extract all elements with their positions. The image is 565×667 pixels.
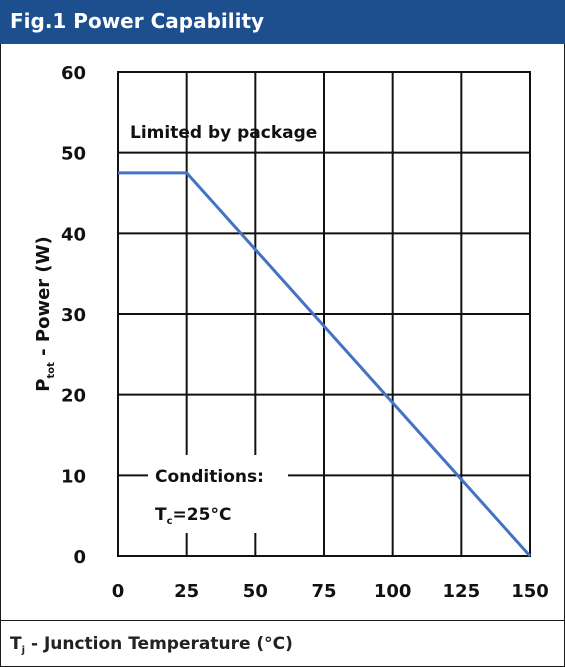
annotation-conditions: Conditions: [155, 467, 264, 487]
x-axis-label-main: T [10, 634, 22, 654]
x-tick-label: 150 [511, 581, 549, 602]
x-tick-label: 0 [112, 581, 125, 602]
y-axis-label: Ptot - Power (W) [33, 236, 57, 392]
x-tick-label: 50 [243, 581, 268, 602]
figure-title: Fig.1 Power Capability [10, 9, 265, 33]
plot-area [117, 71, 531, 557]
x-tick-label: 100 [374, 581, 412, 602]
x-tick-label: 25 [174, 581, 199, 602]
x-tick-label: 125 [443, 581, 481, 602]
y-tick-label: 10 [61, 466, 86, 487]
y-tick-label: 50 [61, 144, 86, 165]
x-axis-label-rest: - Junction Temperature (°C) [25, 634, 293, 654]
series [118, 171, 532, 558]
tick-labels: 0 25 50 75 100 125 150 0 10 20 30 40 50 60 [61, 63, 549, 602]
x-axis-label: Tj - Junction Temperature (°C) [10, 634, 293, 656]
annotation-background [148, 455, 288, 533]
y-tick-label: 20 [61, 386, 86, 407]
y-tick-label: 30 [61, 305, 86, 326]
power-derating-line [118, 171, 532, 558]
y-tick-label: 60 [61, 63, 86, 84]
x-axis-label-sub: j [21, 645, 26, 656]
y-tick-label: 0 [73, 547, 86, 568]
footer-divider [0, 620, 565, 621]
annotation-limited-by-package: Limited by package [130, 123, 317, 143]
x-tick-label: 75 [311, 581, 336, 602]
annotation-tc: Tc=25°C [155, 505, 231, 527]
power-capability-chart: 0 25 50 75 100 125 150 0 10 20 30 40 50 60 Limited by… [33, 63, 549, 602]
y-axis-label-text: Ptot - Power (W) [33, 236, 57, 392]
annotations: Limited by package Conditions: Tc=25°C [130, 123, 317, 533]
figure-header: Fig.1 Power Capability [0, 0, 565, 44]
y-tick-label: 40 [61, 224, 86, 245]
